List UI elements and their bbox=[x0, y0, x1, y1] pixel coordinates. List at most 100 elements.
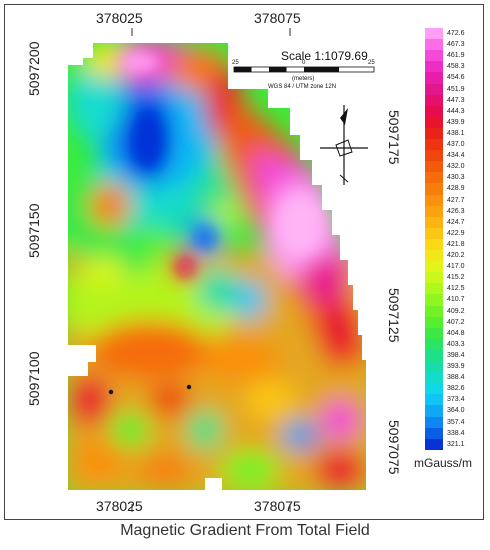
legend-value: 472.6 bbox=[447, 30, 465, 37]
legend-value: 461.9 bbox=[447, 52, 465, 60]
legend-value: 432.0 bbox=[447, 163, 465, 171]
legend-value: 424.7 bbox=[447, 218, 465, 226]
y-tick-right-1: 5097175 bbox=[386, 110, 402, 165]
legend-value: 373.4 bbox=[447, 396, 465, 404]
legend-swatch bbox=[425, 338, 443, 351]
y-tick-right-2: 5097125 bbox=[386, 288, 402, 343]
legend-swatch bbox=[425, 139, 443, 151]
legend-swatch bbox=[425, 94, 443, 107]
scale-bar bbox=[228, 43, 380, 89]
legend-swatch bbox=[425, 227, 443, 240]
legend-value: 434.4 bbox=[447, 152, 465, 160]
legend-swatch bbox=[425, 361, 443, 373]
y-tick-left-1: 5097200 bbox=[26, 41, 42, 96]
legend-swatch bbox=[425, 383, 443, 395]
legend-swatch bbox=[425, 261, 443, 273]
legend-unit: mGauss/m bbox=[414, 456, 473, 470]
legend-value: 409.2 bbox=[447, 307, 465, 315]
x-tick-bottom-2: 378075 bbox=[254, 498, 301, 514]
scale-tick-right: 25 bbox=[368, 60, 375, 66]
legend-value: 447.3 bbox=[447, 96, 465, 104]
legend-value: 437.0 bbox=[447, 141, 465, 148]
legend-swatch bbox=[425, 438, 443, 451]
legend-swatch bbox=[425, 150, 443, 162]
legend-swatch bbox=[425, 216, 443, 229]
legend-value: 420.2 bbox=[447, 252, 465, 259]
legend-value: 403.3 bbox=[447, 340, 465, 348]
legend-swatch bbox=[425, 72, 443, 84]
legend-swatch bbox=[425, 127, 443, 140]
x-tick-top-1: 378025 bbox=[96, 10, 143, 26]
legend-swatch bbox=[425, 416, 443, 429]
legend-swatch bbox=[425, 61, 443, 73]
legend-swatch bbox=[425, 28, 443, 40]
legend-value: 454.6 bbox=[447, 74, 465, 82]
legend-value: 430.3 bbox=[447, 174, 465, 182]
legend-swatch bbox=[425, 83, 443, 96]
legend-swatch bbox=[425, 194, 443, 207]
scale-projection: WGS 84 / UTM zone 12N bbox=[268, 84, 337, 90]
legend-swatch bbox=[425, 205, 443, 218]
legend-value: 439.9 bbox=[447, 118, 465, 126]
north-arrow-icon bbox=[320, 105, 368, 185]
legend-swatch bbox=[425, 316, 443, 329]
legend-swatch bbox=[425, 372, 443, 384]
legend-value: 382.6 bbox=[447, 385, 465, 393]
legend-swatch bbox=[425, 349, 443, 362]
survey-grid bbox=[68, 43, 366, 490]
legend-value: 417.0 bbox=[447, 263, 465, 271]
legend-value: 321.1 bbox=[447, 440, 465, 448]
scale-unit: (meters) bbox=[292, 76, 315, 82]
legend-swatch bbox=[425, 294, 443, 306]
legend-swatch bbox=[425, 283, 443, 295]
x-tick-top-2: 378075 bbox=[254, 10, 301, 26]
legend-value: 415.2 bbox=[447, 274, 465, 282]
legend-value: 426.3 bbox=[447, 207, 465, 215]
legend-swatch bbox=[425, 305, 443, 318]
y-tick-left-3: 5097100 bbox=[26, 351, 42, 406]
legend-swatch bbox=[425, 238, 443, 251]
legend-swatch bbox=[425, 394, 443, 406]
legend-swatch bbox=[425, 172, 443, 184]
legend-value: 422.9 bbox=[447, 229, 465, 237]
legend-value: 438.1 bbox=[447, 129, 465, 137]
scale-tick-center: 0 bbox=[302, 60, 306, 66]
legend-swatch bbox=[425, 427, 443, 440]
legend-value: 388.4 bbox=[447, 374, 465, 382]
legend-value: 428.9 bbox=[447, 185, 465, 193]
legend-swatch bbox=[425, 39, 443, 51]
legend-swatch bbox=[425, 183, 443, 195]
marker-b bbox=[186, 384, 192, 390]
scale-tick-left: 25 bbox=[232, 60, 239, 66]
legend-value: 412.5 bbox=[447, 285, 465, 293]
legend-value: 427.7 bbox=[447, 196, 465, 204]
legend-swatch bbox=[425, 116, 443, 129]
y-tick-left-2: 5097150 bbox=[26, 203, 42, 258]
legend-swatch bbox=[425, 250, 443, 262]
scale-title: Scale 1:1079.69 bbox=[281, 49, 368, 63]
legend-swatch bbox=[425, 105, 443, 118]
x-tick-bottom-1: 378025 bbox=[96, 498, 143, 514]
legend-value: 451.9 bbox=[447, 85, 465, 93]
legend-value: 338.4 bbox=[447, 429, 465, 437]
legend-swatch bbox=[425, 272, 443, 284]
legend-swatch bbox=[425, 161, 443, 173]
legend-value: 404.8 bbox=[447, 329, 465, 337]
axis-ticks bbox=[131, 28, 291, 512]
legend-value: 407.2 bbox=[447, 318, 465, 326]
legend-value: 410.7 bbox=[447, 296, 465, 304]
marker-a bbox=[108, 389, 114, 395]
color-legend: 472.6 467.3 461.9 458.3 454.6 451.9 447.3 444.3… bbox=[409, 20, 480, 460]
legend-swatch bbox=[425, 327, 443, 340]
y-tick-right-3: 5097075 bbox=[386, 420, 402, 475]
legend-value: 467.3 bbox=[447, 41, 465, 49]
legend-value: 458.3 bbox=[447, 63, 465, 71]
legend-value: 357.4 bbox=[447, 418, 465, 426]
legend-value: 421.8 bbox=[447, 240, 465, 248]
map-caption: Magnetic Gradient From Total Field bbox=[120, 522, 370, 539]
legend-value: 364.0 bbox=[447, 407, 465, 415]
legend-value: 398.4 bbox=[447, 351, 465, 359]
legend-swatch bbox=[425, 405, 443, 417]
legend-swatch bbox=[425, 50, 443, 62]
